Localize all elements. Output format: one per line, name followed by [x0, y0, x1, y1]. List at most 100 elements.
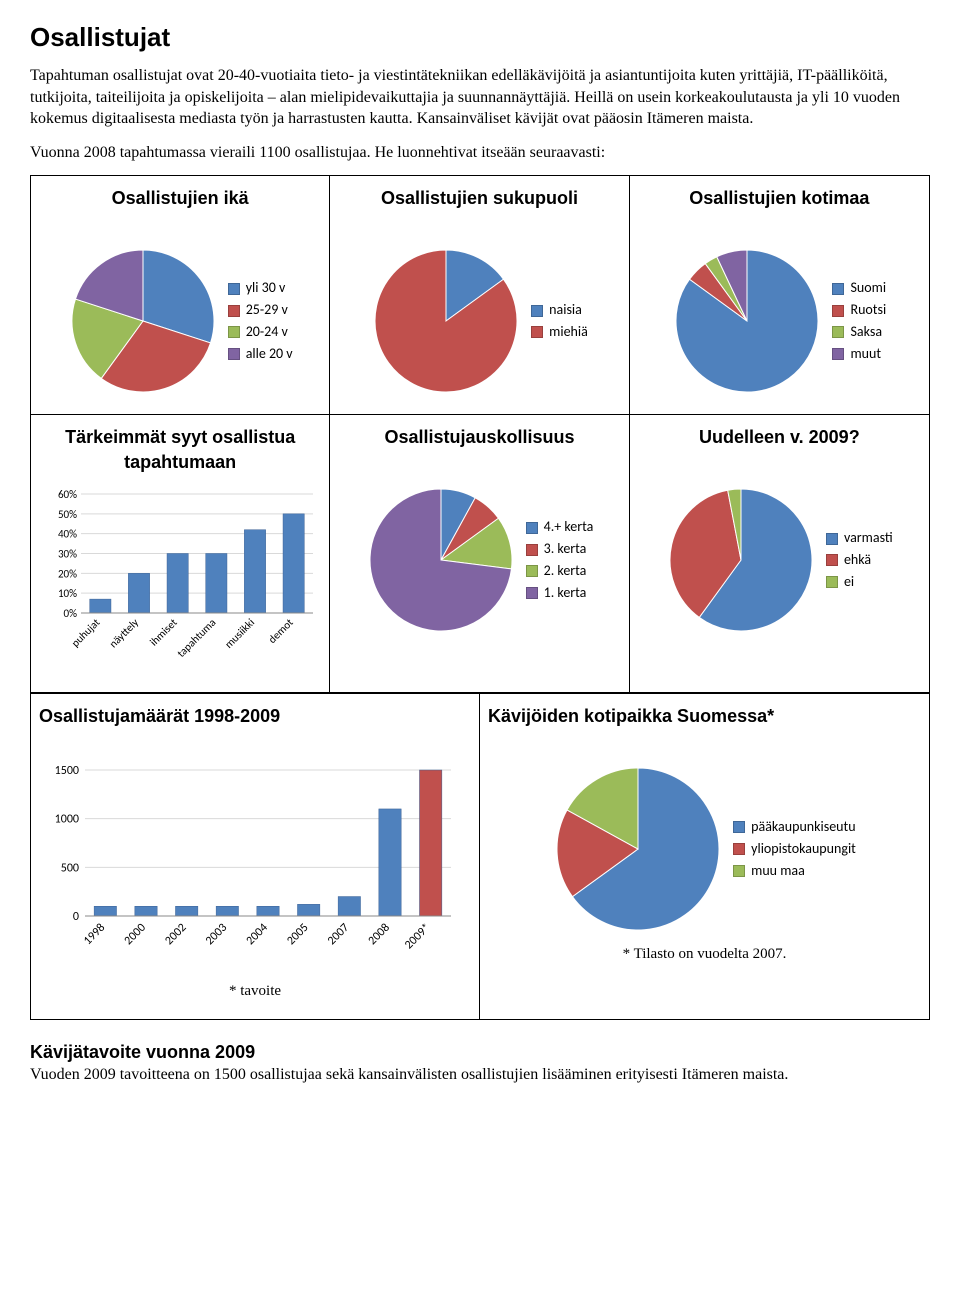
legend-label: 25-29 v	[246, 301, 288, 320]
legend-item: ehkä	[826, 551, 893, 570]
cell-return: Uudelleen v. 2009? varmasti ehkä ei	[630, 415, 929, 693]
legend-swatch	[228, 348, 240, 360]
legend-gender: naisia miehiä	[531, 298, 588, 345]
legend-label: naisia	[549, 301, 582, 320]
legend-item: 2. kerta	[526, 562, 594, 581]
svg-text:0%: 0%	[64, 607, 78, 620]
legend-home: pääkaupunkiseutu yliopistokaupungit muu ma…	[733, 815, 856, 884]
intro-paragraph-2: Vuonna 2008 tapahtumassa vieraili 1100 o…	[30, 142, 930, 164]
legend-label: Saksa	[850, 323, 882, 342]
legend-label: yliopistokaupungit	[751, 840, 856, 859]
legend-swatch	[832, 305, 844, 317]
legend-swatch	[526, 587, 538, 599]
chart-title: Osallistujien kotimaa	[638, 186, 921, 232]
legend-country: Suomi Ruotsi Saksa muut	[832, 276, 886, 367]
legend-swatch	[228, 283, 240, 295]
chart-title: Osallistujauskollisuus	[338, 425, 620, 471]
legend-swatch	[832, 326, 844, 338]
legend-swatch	[832, 348, 844, 360]
svg-text:demot: demot	[266, 616, 296, 646]
legend-label: ei	[844, 573, 854, 592]
legend-swatch	[733, 843, 745, 855]
svg-text:tapahtuma: tapahtuma	[175, 616, 219, 660]
cell-home: Kävijöiden kotipaikka Suomessa* pääkaupu…	[480, 694, 929, 1019]
note-home: * Tilasto on vuodelta 2007.	[488, 944, 921, 964]
svg-text:1998: 1998	[81, 921, 108, 948]
legend-label: muut	[850, 345, 881, 364]
legend-item: 1. kerta	[526, 584, 594, 603]
legend-label: pääkaupunkiseutu	[751, 818, 855, 837]
legend-swatch	[526, 544, 538, 556]
pie-return	[666, 485, 816, 635]
cell-age: Osallistujien ikä yli 30 v 25-29 v 20-24 v…	[31, 176, 330, 415]
legend-item: Ruotsi	[832, 301, 886, 320]
svg-text:500: 500	[61, 862, 79, 876]
bar-reasons: 0%10%20%30%40%50%60%puhujatnäyttelyihmis…	[39, 488, 319, 668]
svg-text:2007: 2007	[325, 921, 352, 948]
legend-item: 25-29 v	[228, 301, 293, 320]
legend-label: 2. kerta	[544, 562, 587, 581]
legend-item: yliopistokaupungit	[733, 840, 856, 859]
legend-swatch	[733, 821, 745, 833]
note-years: * tavoite	[39, 981, 471, 1001]
legend-swatch	[526, 565, 538, 577]
svg-text:30%: 30%	[58, 548, 77, 561]
svg-text:10%: 10%	[58, 587, 77, 600]
svg-text:60%: 60%	[58, 488, 77, 501]
legend-item: pääkaupunkiseutu	[733, 818, 856, 837]
legend-swatch	[733, 865, 745, 877]
goal-text: Vuoden 2009 tavoitteena on 1500 osallist…	[30, 1064, 930, 1086]
chart-title: Uudelleen v. 2009?	[638, 425, 921, 471]
charts-row-3: Osallistujamäärät 1998-2009 0 500 1000 1500…	[30, 694, 930, 1020]
svg-text:2003: 2003	[203, 921, 230, 948]
legend-label: ehkä	[844, 551, 871, 570]
svg-text:2009*: 2009*	[402, 921, 433, 952]
pie-loyalty	[366, 485, 516, 635]
svg-text:1000: 1000	[55, 813, 79, 827]
legend-swatch	[531, 326, 543, 338]
legend-item: muu maa	[733, 862, 856, 881]
legend-item: 20-24 v	[228, 323, 293, 342]
chart-title: Osallistujien ikä	[39, 186, 321, 232]
legend-swatch	[526, 522, 538, 534]
cell-reasons: Tärkeimmät syyt osallistua tapahtumaan 0…	[31, 415, 330, 693]
legend-item: yli 30 v	[228, 279, 293, 298]
legend-swatch	[531, 305, 543, 317]
legend-swatch	[826, 533, 838, 545]
legend-label: 4.+ kerta	[544, 518, 594, 537]
legend-label: alle 20 v	[246, 345, 293, 364]
legend-item: 4.+ kerta	[526, 518, 594, 537]
chart-title: Osallistujien sukupuoli	[338, 186, 620, 232]
legend-item: alle 20 v	[228, 345, 293, 364]
goal-heading: Kävijätavoite vuonna 2009	[30, 1040, 930, 1064]
legend-item: ei	[826, 573, 893, 592]
legend-item: miehiä	[531, 323, 588, 342]
svg-text:2000: 2000	[122, 921, 149, 948]
svg-text:1500: 1500	[55, 764, 79, 778]
legend-swatch	[228, 326, 240, 338]
legend-label: muu maa	[751, 862, 805, 881]
svg-text:ihmiset: ihmiset	[147, 616, 180, 649]
legend-swatch	[832, 283, 844, 295]
legend-item: varmasti	[826, 529, 893, 548]
svg-text:näyttely: näyttely	[107, 616, 141, 650]
svg-text:0: 0	[73, 910, 79, 924]
pie-gender	[371, 246, 521, 396]
svg-text:50%: 50%	[58, 508, 77, 521]
legend-label: 3. kerta	[544, 540, 587, 559]
legend-item: naisia	[531, 301, 588, 320]
legend-swatch	[826, 554, 838, 566]
legend-item: Suomi	[832, 279, 886, 298]
svg-text:20%: 20%	[58, 567, 77, 580]
legend-item: 3. kerta	[526, 540, 594, 559]
chart-title: Osallistujamäärät 1998-2009	[39, 704, 471, 750]
legend-item: Saksa	[832, 323, 886, 342]
legend-label: 20-24 v	[246, 323, 288, 342]
legend-swatch	[826, 576, 838, 588]
intro-paragraph-1: Tapahtuman osallistujat ovat 20-40-vuoti…	[30, 65, 930, 130]
page-title: Osallistujat	[30, 20, 930, 55]
chart-title: Kävijöiden kotipaikka Suomessa*	[488, 704, 921, 750]
cell-years: Osallistujamäärät 1998-2009 0 500 1000 1500…	[31, 694, 480, 1019]
legend-label: yli 30 v	[246, 279, 286, 298]
svg-text:2004: 2004	[244, 921, 271, 948]
